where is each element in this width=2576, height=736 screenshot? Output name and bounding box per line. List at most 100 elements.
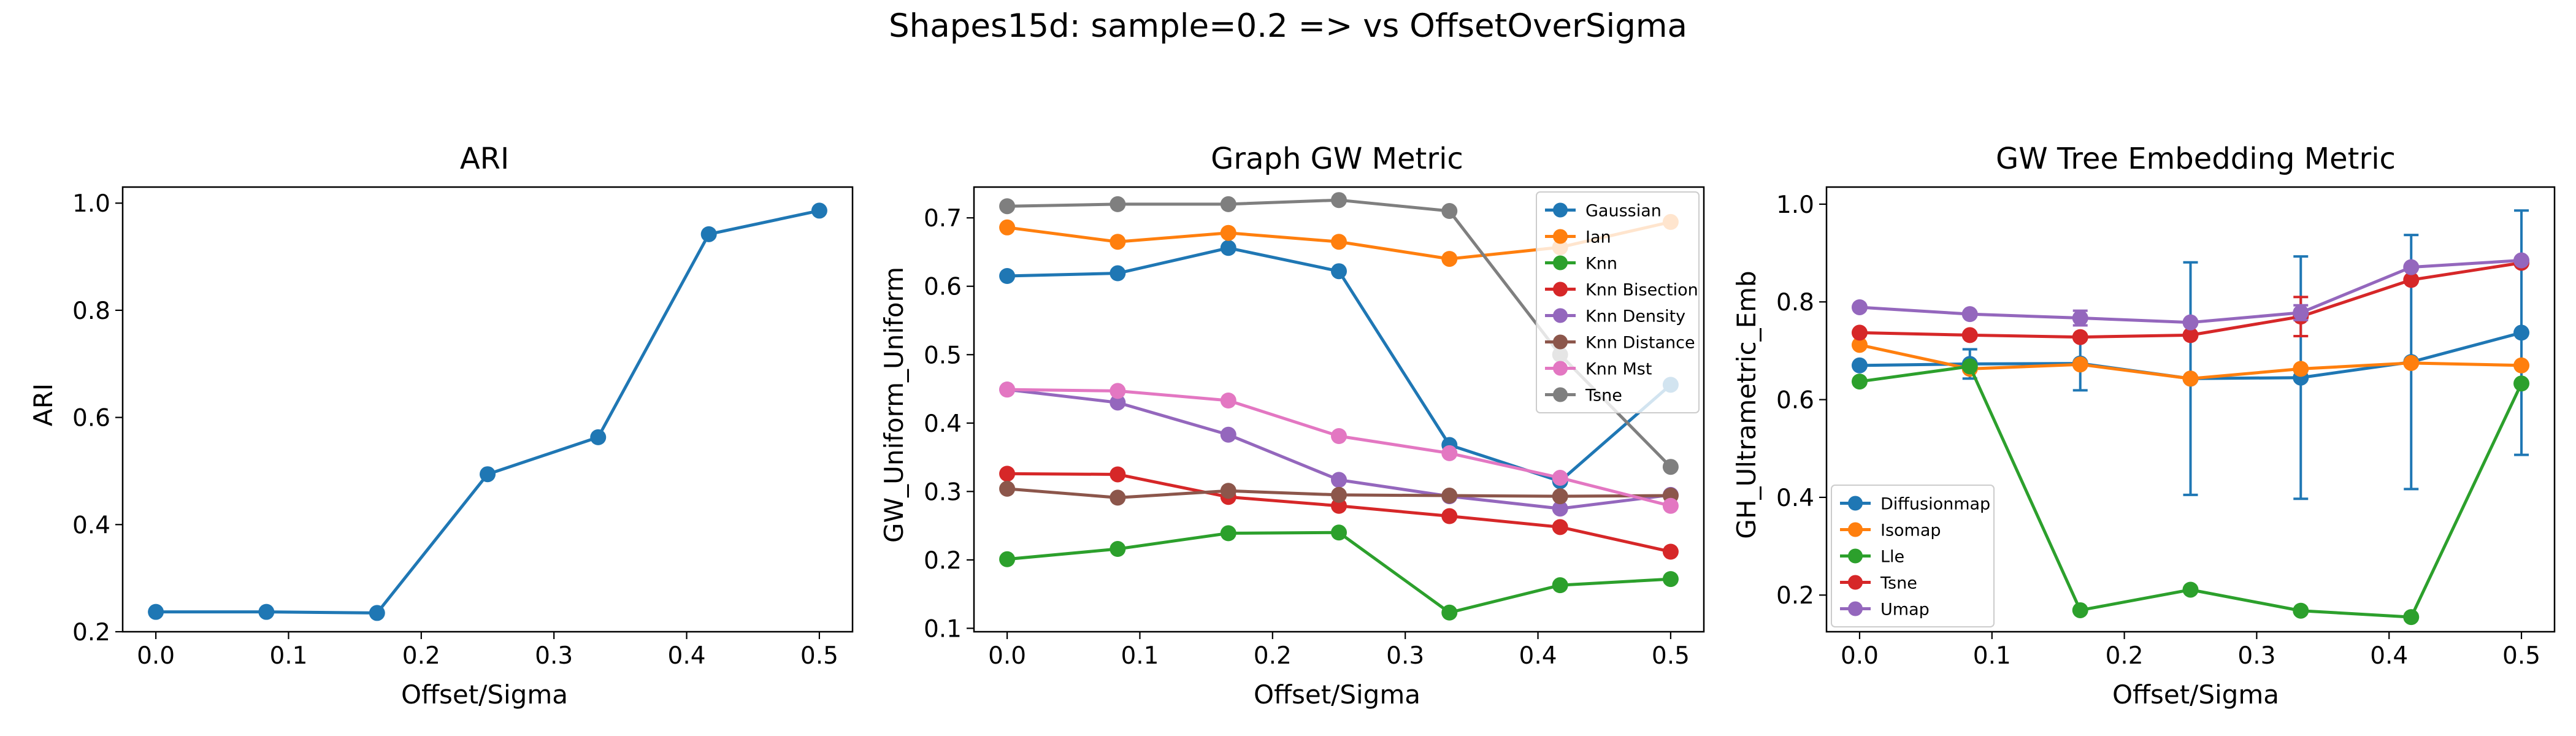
legend-label: Tsne <box>1880 574 1917 593</box>
data-point <box>1331 428 1347 444</box>
legend-swatch-marker <box>1848 601 1863 616</box>
data-point <box>1110 196 1126 212</box>
data-point <box>1851 357 1868 374</box>
data-point <box>1441 508 1458 524</box>
legend-label: Umap <box>1880 600 1930 619</box>
x-tick-label: 0.4 <box>668 642 706 670</box>
axes-frame <box>973 186 1705 633</box>
x-tick-label: 0.3 <box>1386 642 1424 670</box>
data-point <box>1662 571 1679 588</box>
y-tick-label: 1.0 <box>1776 191 1814 219</box>
data-point <box>1220 224 1236 241</box>
data-point <box>999 551 1016 567</box>
y-tick-label: 0.2 <box>72 619 110 646</box>
legend-frame <box>1536 191 1700 413</box>
data-point <box>480 466 496 483</box>
plot-area: 0.0 0.1 0.2 0.3 0.4 0.5 0.2 0.4 0.6 0.8 1.0 Diffusi… <box>1776 186 2556 670</box>
data-point <box>1552 519 1568 535</box>
x-tick-label: 0.3 <box>2237 642 2275 670</box>
series-line <box>1006 531 1671 615</box>
legend-swatch-marker <box>1553 334 1568 350</box>
data-point <box>1441 445 1458 461</box>
x-tick-label: 0.2 <box>1254 642 1292 670</box>
series-knn-bisection <box>999 466 1679 560</box>
data-point <box>1961 358 1978 375</box>
subplot-title: ARI <box>460 142 509 176</box>
subplot-graph-gw-metric: Graph GW Metric Offset/Sigma GW_Uniform_… <box>879 142 1705 710</box>
data-point <box>1851 337 1868 353</box>
data-point <box>1110 383 1126 399</box>
subplot-gw-tree-embedding-metric: GW Tree Embedding Metric Offset/Sigma GH… <box>1731 142 2556 710</box>
legend-label: Lle <box>1880 548 1904 567</box>
legend-frame <box>1831 485 1995 627</box>
data-point <box>1331 472 1347 488</box>
data-point <box>1552 577 1568 594</box>
data-point <box>1220 196 1236 212</box>
legend-swatch-marker <box>1553 282 1568 297</box>
series-lle <box>1851 358 2530 626</box>
y-tick-label: 0.4 <box>1776 485 1814 512</box>
legend: Diffusionmap Isomap Lle Tsne Umap <box>1831 485 1995 627</box>
series-knn <box>999 524 1679 621</box>
x-tick-label: 0.0 <box>988 642 1026 670</box>
series-line <box>156 209 820 615</box>
data-point <box>1662 459 1679 475</box>
legend-swatch-marker <box>1848 496 1863 511</box>
data-point <box>1110 265 1126 282</box>
data-point <box>1220 393 1236 408</box>
data-point <box>1331 263 1347 280</box>
series-knn-distance <box>999 480 1679 506</box>
axes-frame <box>1825 186 2556 633</box>
y-tick-label: 0.4 <box>924 410 962 438</box>
data-point <box>1662 497 1679 514</box>
x-tick-label: 0.4 <box>1519 642 1557 670</box>
legend-label: Knn Mst <box>1585 360 1652 379</box>
y-tick-label: 1.0 <box>72 190 110 218</box>
data-point <box>2182 327 2199 343</box>
y-axis-label: GW_Uniform_Uniform <box>879 267 909 543</box>
data-point <box>2072 310 2088 326</box>
data-point <box>1961 306 1978 323</box>
figure-suptitle: Shapes15d: sample=0.2 => vs OffsetOverSi… <box>889 7 1687 45</box>
x-tick-label: 0.5 <box>1652 642 1690 670</box>
data-point <box>1110 489 1126 506</box>
data-point <box>1110 466 1126 483</box>
data-point <box>369 605 385 621</box>
legend-swatch-marker <box>1553 308 1568 323</box>
data-point <box>2293 361 2309 377</box>
data-point <box>1331 234 1347 250</box>
data-point <box>811 202 827 219</box>
data-point <box>1441 604 1458 621</box>
x-tick-label: 0.3 <box>535 642 573 670</box>
x-tick-label: 0.5 <box>2502 642 2540 670</box>
legend-swatch-marker <box>1553 229 1568 244</box>
y-tick-label: 0.6 <box>72 405 110 432</box>
data-point <box>1331 486 1347 503</box>
y-tick-label: 0.3 <box>924 478 962 506</box>
data-point <box>2182 581 2199 598</box>
y-tick-label: 0.5 <box>924 342 962 369</box>
data-point <box>2072 602 2088 618</box>
data-point <box>1331 192 1347 209</box>
data-point <box>2293 602 2309 619</box>
axes-frame <box>121 186 854 633</box>
subplot-ari: ARI Offset/Sigma ARI 0.0 0.1 0.2 0.3 0.4 0.50… <box>28 142 854 710</box>
legend-swatch-marker <box>1553 361 1568 376</box>
series-knn-mst <box>999 381 1679 514</box>
data-point <box>1552 500 1568 517</box>
legend-swatch-marker <box>1553 202 1568 218</box>
data-point <box>148 604 164 620</box>
data-point <box>1441 488 1458 504</box>
legend-label: Ian <box>1585 228 1611 247</box>
data-point <box>1110 234 1126 250</box>
data-point <box>1220 525 1236 542</box>
data-point <box>2072 356 2088 373</box>
data-point <box>2403 355 2420 371</box>
data-point <box>2293 304 2309 321</box>
data-point <box>1851 299 1868 315</box>
data-point <box>2072 329 2088 345</box>
y-tick-label: 0.6 <box>1776 387 1814 415</box>
legend-swatch-marker <box>1553 387 1568 402</box>
data-point <box>2182 370 2199 387</box>
legend-label: Diffusionmap <box>1880 495 1990 514</box>
